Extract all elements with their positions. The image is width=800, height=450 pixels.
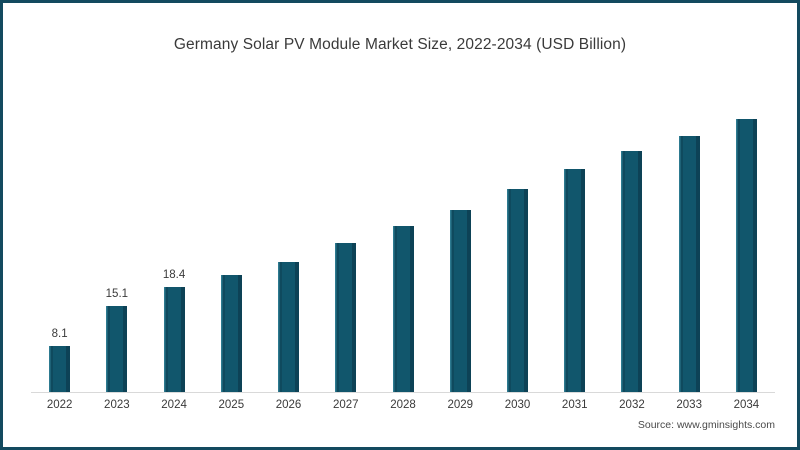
source-attribution: Source: www.gminsights.com — [637, 419, 775, 431]
x-axis-tick-label: 2026 — [275, 399, 302, 411]
bar-series: 8.1 15.1 18.4 — [31, 83, 775, 392]
bar-slot — [603, 83, 660, 392]
x-axis-line — [31, 392, 775, 393]
x-axis-tick-label: 2027 — [332, 399, 359, 411]
x-axis-tick-label: 2023 — [104, 399, 130, 411]
x-axis-tick-label: 2033 — [676, 399, 702, 411]
bar-slot — [546, 83, 603, 392]
bar — [49, 345, 71, 392]
x-axis-tick-label: 2034 — [733, 399, 760, 411]
bar-slot: 18.4 — [145, 83, 202, 392]
bar-slot — [661, 83, 718, 392]
bar — [735, 119, 757, 392]
plot-area: 8.1 15.1 18.4 — [31, 83, 775, 393]
bar — [335, 243, 357, 392]
x-axis-tick-label: 2022 — [46, 399, 73, 411]
bar-slot: 8.1 — [31, 83, 88, 392]
bar — [392, 226, 414, 392]
bar-value-label: 8.1 — [51, 327, 68, 340]
bar-slot: 15.1 — [88, 83, 145, 392]
bar-value-label: 18.4 — [162, 268, 186, 281]
bar-slot — [718, 83, 775, 392]
bar-slot — [432, 83, 489, 392]
chart-title: Germany Solar PV Module Market Size, 202… — [173, 36, 627, 53]
x-axis-tick-label: 2024 — [161, 399, 187, 411]
bar — [278, 261, 300, 392]
x-axis-tick-label: 2032 — [619, 399, 645, 411]
bar — [621, 151, 643, 392]
x-axis-tick-label: 2025 — [218, 399, 245, 411]
bar-slot — [260, 83, 317, 392]
x-axis-tick-label: 2029 — [447, 399, 474, 411]
bar-slot — [317, 83, 374, 392]
x-axis-tick-label: 2031 — [561, 399, 588, 411]
bar — [449, 210, 471, 392]
bar — [106, 305, 128, 392]
bar-slot — [489, 83, 546, 392]
bar — [564, 168, 586, 392]
x-axis-tick-label: 2030 — [504, 399, 531, 411]
bar — [506, 189, 528, 392]
bar-value-label: 15.1 — [105, 287, 129, 300]
bar — [220, 274, 242, 392]
bar — [678, 136, 700, 392]
x-axis-tick-label: 2028 — [390, 399, 416, 411]
bar — [163, 286, 185, 392]
x-axis-tick-labels: 2022 2023 2024 2025 2026 2027 2028 2029 2030 2031… — [31, 399, 775, 411]
bar-slot — [203, 83, 260, 392]
bar-slot — [374, 83, 431, 392]
